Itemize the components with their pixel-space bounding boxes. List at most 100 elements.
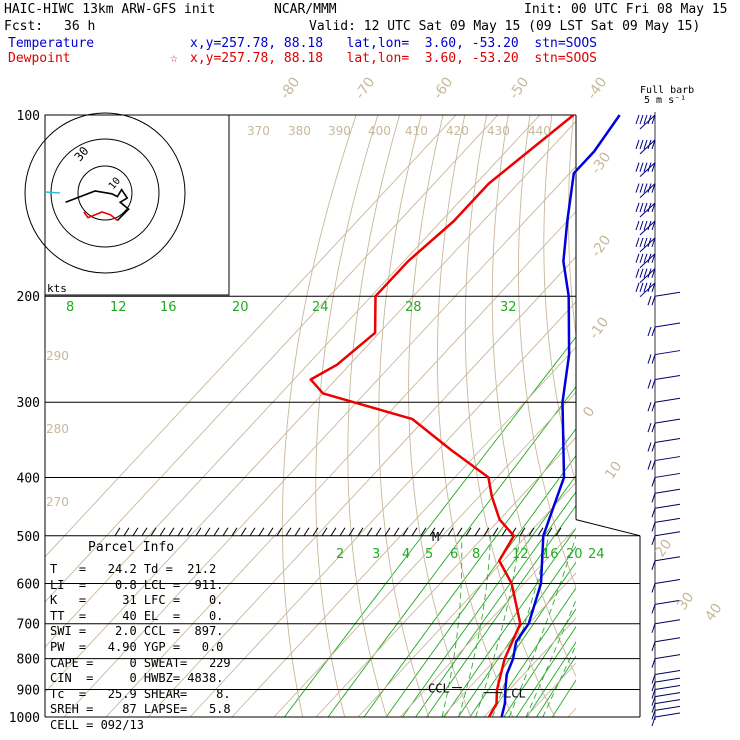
theta-label: 280 <box>46 422 69 436</box>
wind-barb <box>654 488 681 494</box>
isotherm-label: 30 <box>674 590 697 614</box>
model-title: HAIC-HIWC 13km ARW-GFS init <box>4 2 216 17</box>
isotherm-line <box>45 115 457 558</box>
hodograph-frame <box>44 114 230 296</box>
mixing-ratio-label: 16 <box>542 547 559 562</box>
freezing-level-hatch <box>438 527 445 537</box>
isotherm-line <box>273 391 576 718</box>
wind-barb-feather <box>639 220 644 231</box>
mixing-ratio-line <box>457 545 576 718</box>
wind-barb-feather <box>651 696 656 706</box>
wind-barb-feather <box>639 282 644 292</box>
freezing-level-hatch <box>357 527 364 537</box>
wind-barb-feather <box>647 237 652 248</box>
wind-barb-feather <box>651 202 656 213</box>
wind-barb-feather <box>635 268 640 278</box>
parcel-info-row: LI = 0.8 LCL = 911. <box>50 577 224 592</box>
freezing-level-hatch <box>384 527 391 537</box>
wind-barb-feather <box>643 114 648 125</box>
wind-barb-feather <box>647 220 652 231</box>
parcel-info-row: CELL = 092/13 <box>50 718 144 732</box>
wind-barb <box>654 684 681 690</box>
isotherm-line <box>652 115 740 717</box>
dry-adiabat-line <box>517 115 576 589</box>
dewpoint-label: Dewpoint <box>8 51 71 66</box>
wind-barb <box>639 139 656 155</box>
wind-barb-feather <box>651 442 656 452</box>
mixing-ratio-label: 8 <box>66 300 74 315</box>
wind-barb <box>639 162 656 178</box>
dry-adiabat-line <box>592 115 740 717</box>
dewpoint-location: x,y=257.78, 88.18 lat,lon= 3.60, -53.20 … <box>190 51 597 66</box>
wind-barb-feather <box>651 493 656 503</box>
wind-barb-feather <box>647 162 652 172</box>
freezing-level-hatch <box>186 527 193 537</box>
parcel-info-row: CAPE = 0 SWEAT= 229 <box>50 655 231 670</box>
isotherm-line <box>483 617 576 718</box>
dry-adiabat-line <box>378 115 430 718</box>
wind-barb <box>654 699 681 705</box>
mark-label: M <box>432 530 439 544</box>
wind-barb-feather <box>635 162 640 172</box>
wind-barb-feather <box>651 379 656 389</box>
isotherm-label: -70 <box>352 74 378 102</box>
mixing-ratio-label: 28 <box>405 300 422 315</box>
pressure-tick-label: 1000 <box>9 711 40 726</box>
isotherm-line <box>357 481 576 718</box>
moist-adiabat-line <box>525 598 576 718</box>
wind-barb-feather <box>639 139 644 150</box>
wind-barbs <box>635 112 681 727</box>
wind-barb-feather <box>635 202 640 213</box>
dry-adiabat-line <box>464 115 556 718</box>
mixing-ratio-label: 12 <box>110 300 127 315</box>
isotherm-label: -50 <box>506 74 532 102</box>
freezing-level-hatch <box>258 527 265 537</box>
freezing-level-hatch <box>294 527 301 537</box>
pressure-tick-label: 900 <box>17 683 40 698</box>
wind-barb <box>654 291 681 297</box>
lcl-label: LCL <box>504 687 526 701</box>
wind-barb-feather <box>647 354 652 364</box>
wind-barb-feather <box>651 162 656 172</box>
isotherm-line <box>45 115 499 603</box>
mixing-ratio-line <box>488 587 576 718</box>
wind-barb-feather <box>651 477 656 487</box>
pressure-tick-label: 800 <box>17 653 40 668</box>
dry-adiabat-line <box>726 115 740 717</box>
dry-adiabat-line <box>682 115 740 717</box>
freezing-level-hatch <box>330 527 337 537</box>
mixing-ratio-label: 24 <box>588 547 605 562</box>
wind-barb-feather <box>635 220 640 231</box>
wind-barb-feather <box>643 162 648 172</box>
wind-barb-feather <box>651 326 656 337</box>
dry-adiabat-line <box>616 115 740 717</box>
parcel-info-row: SREH = 87 LAPSE= 5.8 <box>50 702 231 717</box>
dewpoint-marker-icon: ☆ <box>170 51 178 66</box>
wind-barb-feather <box>635 237 640 248</box>
isotherm-line <box>315 436 576 718</box>
wind-barb-feather <box>651 183 656 193</box>
wind-barb <box>639 202 656 218</box>
dry-adiabat-line <box>281 115 357 718</box>
freezing-level-hatch <box>519 527 526 537</box>
mixing-ratio-label: 12 <box>512 547 529 562</box>
freezing-level-hatch <box>303 527 310 537</box>
wind-barb-feather <box>643 220 648 231</box>
theta-label: 380 <box>288 124 311 138</box>
freezing-level-hatch <box>132 527 139 537</box>
theta-label: 430 <box>487 124 510 138</box>
mixing-ratio-line <box>327 385 576 718</box>
mixing-ratio-line <box>402 474 576 718</box>
freezing-level-hatch <box>159 527 166 537</box>
mixing-ratio-line <box>515 625 576 718</box>
freezing-level-hatch <box>312 527 319 537</box>
wind-barb-feather <box>651 460 656 470</box>
mixing-ratio-label: 6 <box>450 547 458 562</box>
isotherm-line <box>45 120 576 693</box>
fcst-label: Fcst: <box>4 19 44 34</box>
wind-barb <box>654 677 681 683</box>
wind-barb <box>654 456 681 462</box>
mixing-ratio-line <box>526 641 576 718</box>
freezing-level-hatch <box>546 527 553 537</box>
